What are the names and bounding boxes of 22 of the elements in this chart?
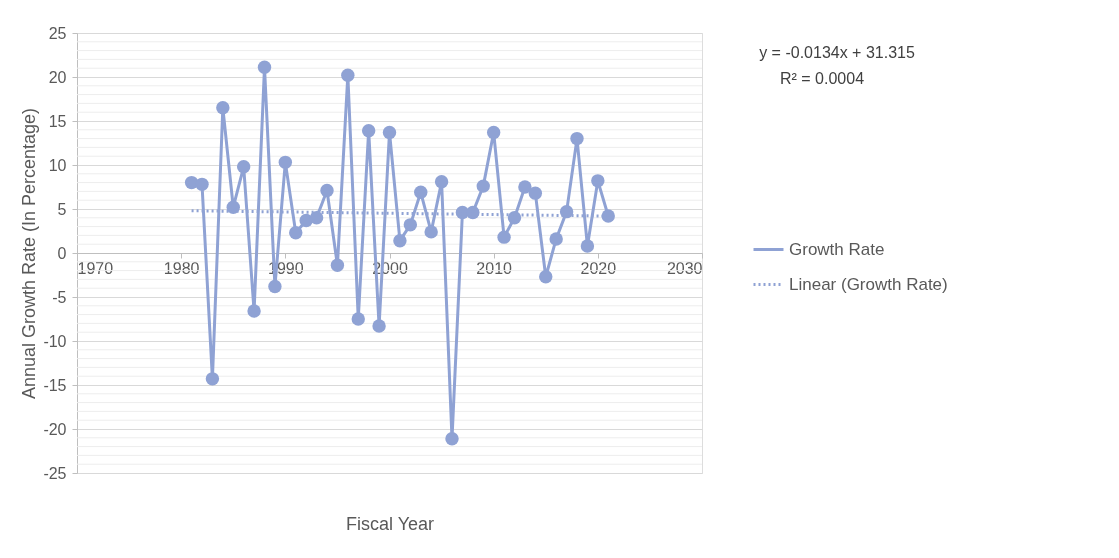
x-tick-label: 2010 [476,259,513,277]
y-tick-label: 15 [48,112,67,130]
y-tick-label: 0 [57,244,67,262]
x-tick-label: 1970 [77,259,114,277]
y-tick-label: -10 [43,332,67,350]
y-tick-label: -20 [43,420,67,438]
y-tick-label: 20 [48,68,67,86]
x-axis-title: Fiscal Year [345,513,435,534]
text: y = -0.0134x + 31.315 [759,44,915,61]
x-tick-label: 1980 [163,259,200,277]
x-tick-label: 2030 [666,259,703,277]
x-tick-label: 2020 [580,259,617,277]
y-tick-label: 10 [48,156,67,174]
legend-label: Growth Rate [789,239,885,259]
y-tick-label: -5 [52,288,67,306]
y-axis-title: Annual Growth Rate (In Percentage) [19,107,40,400]
y-tick-label: 5 [57,200,67,218]
y-tick-label: 25 [48,24,67,42]
y-tick-label: -25 [43,464,67,482]
legend-label: Linear (Growth Rate) [789,274,948,294]
text: R² = 0.0004 [779,70,865,87]
y-tick-label: -15 [43,376,67,394]
